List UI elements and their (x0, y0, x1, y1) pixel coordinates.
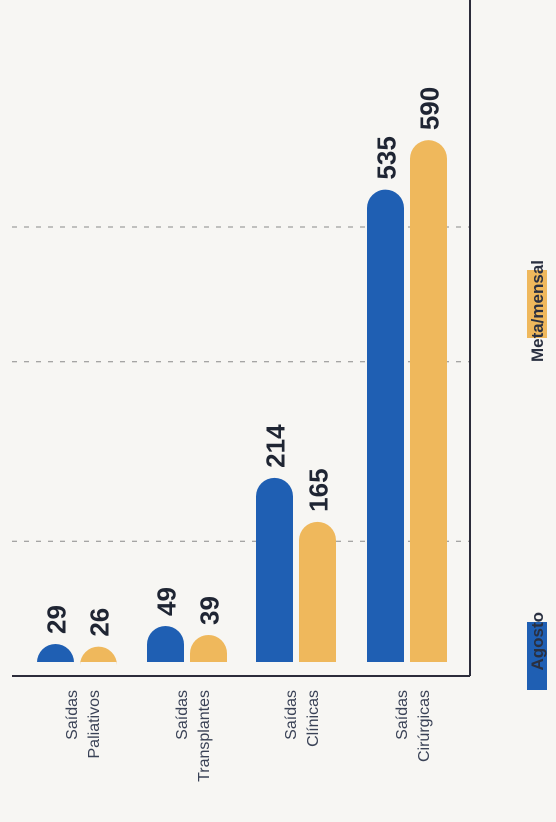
category-labels: Saídas Paliativos Saídas Transplantes Saídas… (64, 690, 433, 782)
data-label: 39 (195, 596, 225, 625)
data-label: 165 (304, 468, 334, 511)
legend-label: Meta/mensal (528, 260, 547, 362)
category-label-line: Cirúrgicas (416, 690, 433, 762)
bar (147, 626, 184, 662)
legend-swatch (527, 622, 547, 690)
category-label-line: Transplantes (196, 690, 213, 782)
data-label: 214 (261, 424, 291, 468)
category-label-line: Clínicas (305, 690, 322, 747)
data-label: 29 (42, 605, 72, 634)
axes (12, 0, 471, 677)
bars (37, 140, 447, 666)
legend: Agosto Meta/mensal (527, 260, 547, 690)
category-label-line: Saídas (174, 690, 191, 740)
data-label: 535 (372, 136, 402, 179)
bar (80, 646, 117, 666)
data-label: 26 (85, 608, 115, 637)
category-label: Saídas Paliativos (64, 690, 103, 758)
legend-label: Agosto (528, 612, 547, 671)
bar (299, 521, 336, 662)
category-label: Saídas Cirúrgicas (394, 690, 433, 762)
category-label-line: Paliativos (86, 690, 103, 758)
bar (190, 634, 227, 662)
gridlines (12, 226, 470, 542)
category-label-line: Saídas (394, 690, 411, 740)
data-label: 590 (415, 87, 445, 130)
bar (367, 189, 404, 662)
category-label: Saídas Clínicas (283, 690, 322, 747)
category-label-line: Saídas (283, 690, 300, 740)
category-label-line: Saídas (64, 690, 81, 740)
bar (256, 477, 293, 662)
bar (410, 140, 447, 662)
bar (37, 643, 74, 663)
data-label: 49 (152, 587, 182, 616)
category-label: Saídas Transplantes (174, 690, 213, 782)
data-labels: 29 26 49 39 214 165 535 590 (42, 87, 445, 637)
legend-swatch (527, 270, 547, 338)
